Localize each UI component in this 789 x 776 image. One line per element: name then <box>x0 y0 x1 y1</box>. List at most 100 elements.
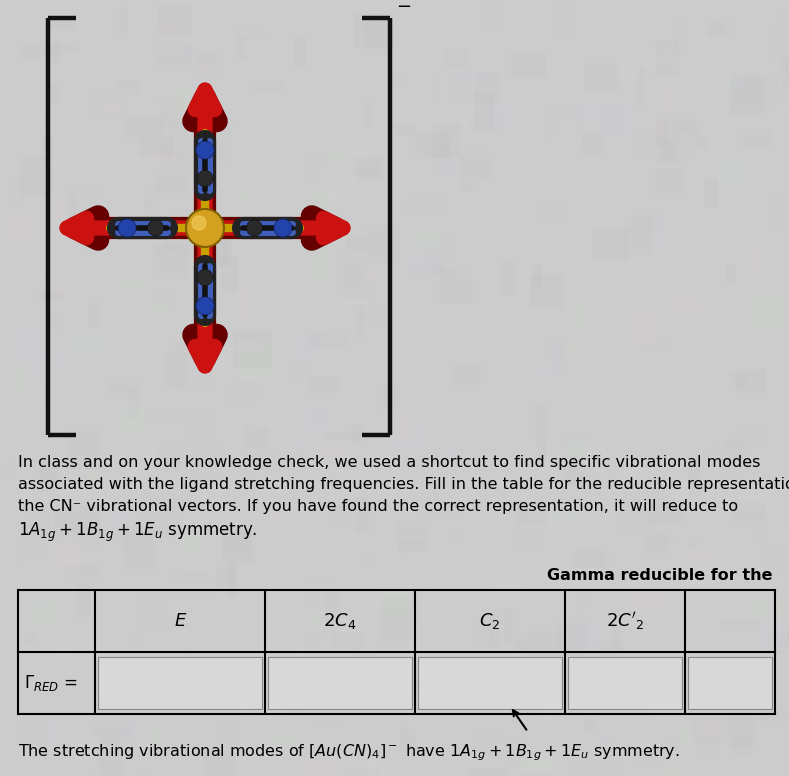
Bar <box>311 247 335 282</box>
Bar <box>618 477 641 504</box>
Bar <box>327 137 361 175</box>
Bar <box>375 102 384 140</box>
Bar <box>697 738 719 755</box>
Bar <box>592 268 604 278</box>
Bar <box>223 463 245 501</box>
Bar <box>765 703 789 729</box>
Bar <box>674 308 708 334</box>
Bar <box>739 484 761 512</box>
Bar <box>636 68 645 107</box>
Bar <box>779 355 789 382</box>
Circle shape <box>197 171 213 186</box>
Bar <box>451 327 477 347</box>
Bar <box>138 593 162 630</box>
Bar <box>331 750 357 776</box>
Bar <box>654 108 691 133</box>
Bar <box>190 64 215 100</box>
Bar <box>216 566 234 591</box>
Text: Gamma reducible for the: Gamma reducible for the <box>548 568 773 583</box>
Bar <box>28 415 68 453</box>
Bar <box>375 671 394 692</box>
Bar <box>583 102 595 140</box>
Bar <box>564 466 594 477</box>
Bar <box>682 736 701 747</box>
Bar <box>114 80 140 94</box>
Bar <box>388 466 426 477</box>
Bar <box>424 486 439 519</box>
Bar <box>520 104 544 114</box>
Bar <box>20 157 52 196</box>
Bar <box>245 426 271 449</box>
Bar <box>772 76 789 103</box>
Bar <box>7 146 17 158</box>
Bar <box>178 562 212 573</box>
Bar <box>26 90 36 109</box>
Bar <box>308 376 341 393</box>
Bar <box>86 521 103 551</box>
Bar <box>431 590 454 614</box>
Bar <box>566 348 582 360</box>
Bar <box>657 137 679 162</box>
Bar <box>127 389 140 419</box>
Bar <box>85 99 98 138</box>
Bar <box>441 236 451 258</box>
Bar <box>402 242 441 274</box>
Bar <box>166 147 202 171</box>
Bar <box>122 530 154 569</box>
Bar <box>415 132 450 158</box>
Bar <box>373 737 392 751</box>
Bar <box>750 594 785 619</box>
Bar <box>353 268 376 282</box>
Bar <box>193 255 225 269</box>
Bar <box>75 270 113 298</box>
Bar <box>609 241 639 272</box>
Bar <box>292 365 306 376</box>
Bar <box>203 584 227 616</box>
Bar <box>315 712 342 726</box>
Bar <box>295 346 316 360</box>
Bar <box>511 54 546 78</box>
Bar <box>355 497 369 533</box>
Bar <box>184 650 196 664</box>
Bar <box>750 581 786 593</box>
Bar <box>656 40 679 77</box>
Bar <box>364 553 376 562</box>
Bar <box>24 311 60 341</box>
Bar <box>723 660 761 683</box>
Bar <box>230 380 257 404</box>
Bar <box>439 158 469 183</box>
Bar <box>148 767 182 776</box>
Bar <box>667 139 689 161</box>
Bar <box>593 394 624 430</box>
Bar <box>654 215 664 253</box>
Bar <box>411 674 422 694</box>
Bar <box>446 444 469 469</box>
Bar <box>722 353 761 370</box>
Bar <box>74 580 91 618</box>
Bar <box>548 502 560 525</box>
Bar <box>407 374 444 397</box>
Bar <box>345 264 361 289</box>
Bar <box>469 98 481 128</box>
Circle shape <box>192 216 206 230</box>
Bar <box>689 691 707 712</box>
Bar <box>361 16 377 27</box>
Bar <box>184 412 211 448</box>
Bar <box>516 551 547 587</box>
Bar <box>307 192 342 210</box>
Bar <box>32 349 69 381</box>
Circle shape <box>196 297 214 315</box>
Bar <box>113 629 144 653</box>
Bar <box>108 508 131 528</box>
Bar <box>331 298 369 310</box>
Bar <box>566 590 592 625</box>
Bar <box>114 405 129 415</box>
Bar <box>258 237 274 257</box>
Bar <box>273 716 288 742</box>
Bar <box>409 261 421 269</box>
Bar <box>45 711 63 750</box>
Bar <box>409 227 443 251</box>
Bar <box>625 312 656 349</box>
Bar <box>439 268 473 304</box>
Bar <box>277 168 308 198</box>
